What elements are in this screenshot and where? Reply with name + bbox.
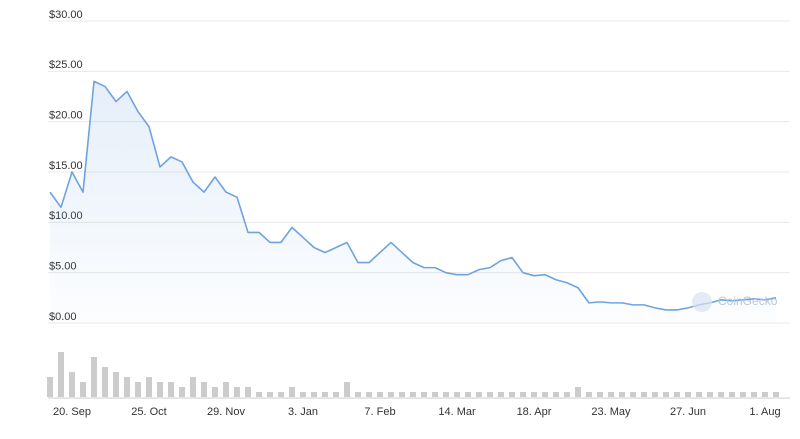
volume-bar bbox=[685, 392, 691, 397]
volume-bar bbox=[663, 392, 669, 397]
volume-bar bbox=[729, 392, 735, 397]
volume-bar bbox=[47, 377, 53, 397]
volume-bar bbox=[80, 382, 86, 397]
volume-bar bbox=[476, 392, 482, 397]
volume-bar bbox=[58, 352, 64, 397]
volume-bar bbox=[300, 392, 306, 397]
x-tick-label: 3. Jan bbox=[288, 406, 318, 418]
x-tick-label: 7. Feb bbox=[364, 406, 395, 418]
x-tick-label: 20. Sep bbox=[53, 406, 91, 418]
volume-bar bbox=[443, 392, 449, 397]
volume-bar bbox=[553, 392, 559, 397]
volume-bar bbox=[234, 387, 240, 397]
x-tick-label: 14. Mar bbox=[438, 406, 476, 418]
volume-bar bbox=[674, 392, 680, 397]
area-fill bbox=[50, 81, 776, 324]
volume-bar bbox=[773, 392, 779, 397]
volume-bar bbox=[762, 392, 768, 397]
volume-bar bbox=[410, 392, 416, 397]
x-tick-label: 27. Jun bbox=[670, 406, 706, 418]
volume-bar bbox=[146, 377, 152, 397]
x-tick-label: 1. Aug bbox=[749, 406, 780, 418]
volume-bar bbox=[597, 392, 603, 397]
y-tick-label: $20.00 bbox=[49, 110, 83, 122]
volume-bar bbox=[542, 392, 548, 397]
volume-bar bbox=[718, 392, 724, 397]
y-tick-label: $15.00 bbox=[49, 160, 83, 172]
watermark-logo bbox=[692, 292, 712, 312]
volume-bar bbox=[696, 392, 702, 397]
volume-bar bbox=[267, 392, 273, 397]
x-tick-label: 18. Apr bbox=[517, 406, 552, 418]
volume-bar bbox=[608, 392, 614, 397]
volume-bar bbox=[399, 392, 405, 397]
volume-bar bbox=[333, 392, 339, 397]
volume-bar bbox=[157, 382, 163, 397]
volume-bar bbox=[487, 392, 493, 397]
volume-bar bbox=[322, 392, 328, 397]
volume-bar bbox=[179, 387, 185, 397]
volume-bar bbox=[531, 392, 537, 397]
volume-bar bbox=[740, 392, 746, 397]
volume-bar bbox=[344, 382, 350, 397]
price-line bbox=[49, 80, 777, 311]
volume-bar bbox=[707, 392, 713, 397]
volume-bar bbox=[564, 392, 570, 397]
volume-bar bbox=[201, 382, 207, 397]
volume-bar bbox=[520, 392, 526, 397]
volume-bar bbox=[575, 387, 581, 397]
volume-bar bbox=[630, 392, 636, 397]
volume-bar bbox=[168, 382, 174, 397]
volume-bar bbox=[366, 392, 372, 397]
x-tick-label: 29. Nov bbox=[207, 406, 245, 418]
volume-bar bbox=[91, 357, 97, 397]
watermark: CoinGecko bbox=[718, 294, 778, 308]
volume-bar bbox=[289, 387, 295, 397]
volume-bar bbox=[135, 382, 141, 397]
volume-bar bbox=[509, 392, 515, 397]
volume-bar bbox=[212, 387, 218, 397]
x-tick-label: 25. Oct bbox=[131, 406, 166, 418]
volume-bar bbox=[311, 392, 317, 397]
volume-bar bbox=[432, 392, 438, 397]
volume-bar bbox=[124, 377, 130, 397]
volume-bar bbox=[355, 392, 361, 397]
volume-bar bbox=[619, 392, 625, 397]
volume-bar bbox=[223, 382, 229, 397]
volume-bar bbox=[454, 392, 460, 397]
volume-bar bbox=[278, 392, 284, 397]
volume-bar bbox=[751, 392, 757, 397]
volume-bar bbox=[256, 392, 262, 397]
volume-bar bbox=[641, 392, 647, 397]
volume-bar bbox=[377, 392, 383, 397]
volume-bar bbox=[586, 392, 592, 397]
volume-bar bbox=[102, 367, 108, 397]
volume-bar bbox=[113, 372, 119, 397]
volume-bar bbox=[498, 392, 504, 397]
volume-bar bbox=[652, 392, 658, 397]
volume-bar bbox=[388, 392, 394, 397]
y-tick-label: $25.00 bbox=[49, 59, 83, 71]
volume-bar bbox=[245, 387, 251, 397]
volume-bar bbox=[69, 372, 75, 397]
y-tick-label: $30.00 bbox=[49, 9, 83, 21]
volume-bar bbox=[190, 377, 196, 397]
volume-bar bbox=[421, 392, 427, 397]
volume-bar bbox=[465, 392, 471, 397]
x-tick-label: 23. May bbox=[591, 406, 631, 418]
